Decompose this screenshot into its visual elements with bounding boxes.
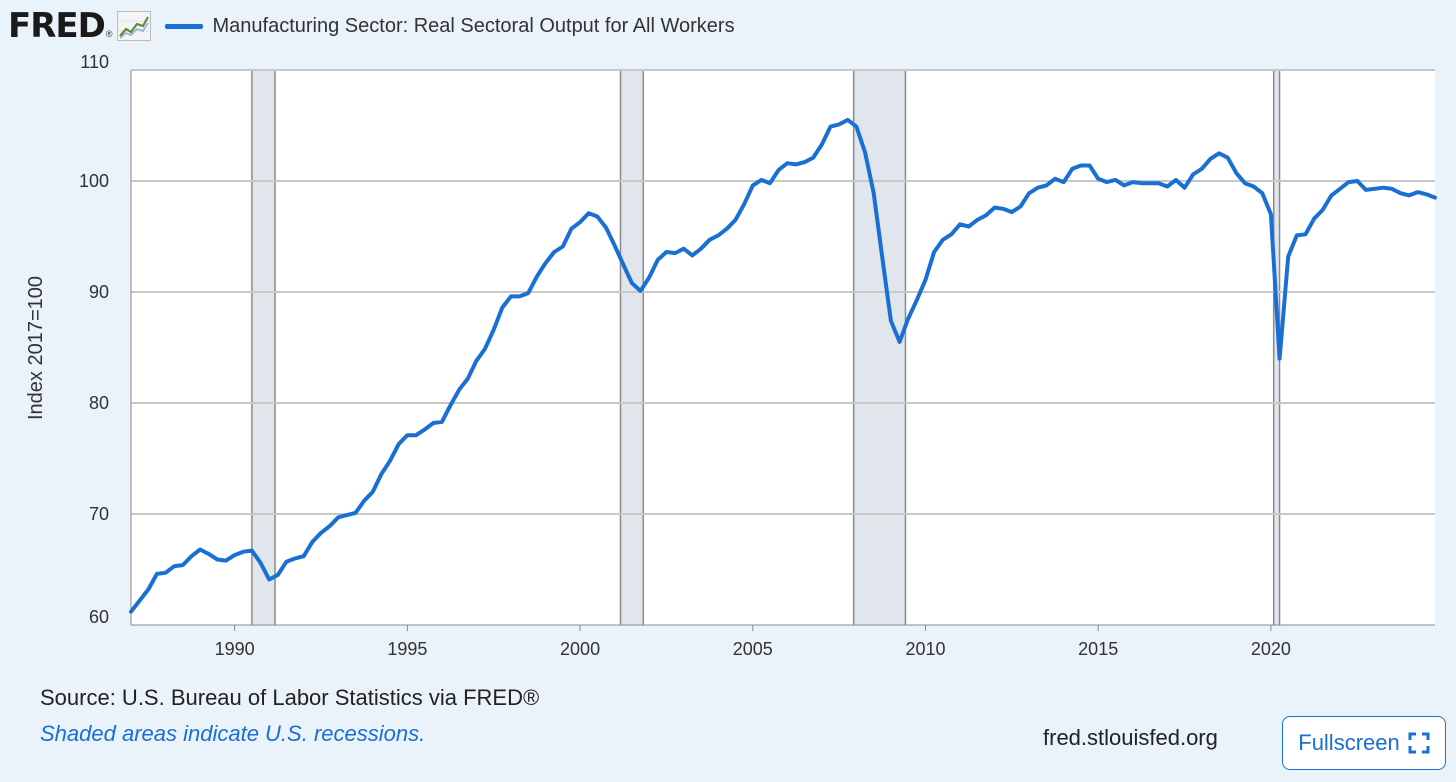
y-tick-label-100: 100	[79, 171, 109, 191]
recession-note: Shaded areas indicate U.S. recessions.	[40, 721, 426, 746]
y-tick-label-80: 80	[89, 393, 109, 413]
chart-header: FRED ® Manufacturing Sector: Real Sector…	[8, 6, 735, 46]
logo-registered-mark: ®	[105, 29, 113, 39]
y-tick-label-70: 70	[89, 504, 109, 524]
recession-band-1	[620, 70, 644, 625]
recession-band-3	[1273, 70, 1280, 625]
y-tick-label-90: 90	[89, 282, 109, 302]
plot-background	[131, 70, 1435, 625]
y-tick-labels: 60 70 80 90 100 110	[79, 52, 109, 627]
fullscreen-label: Fullscreen	[1298, 730, 1400, 755]
x-tick-labels: 1990 1995 2000 2005 2010 2015 2020	[215, 625, 1291, 659]
legend: Manufacturing Sector: Real Sectoral Outp…	[164, 14, 735, 38]
series-line-0	[129, 117, 1437, 614]
recession-bands	[251, 70, 1281, 625]
legend-label: Manufacturing Sector: Real Sectoral Outp…	[212, 14, 735, 37]
legend-swatch	[164, 23, 203, 29]
y-axis-label: Index 2017=100	[25, 276, 47, 420]
fullscreen-button[interactable]: Fullscreen	[1282, 716, 1446, 770]
x-tick-label-2010: 2010	[905, 639, 945, 659]
recession-band-2	[853, 70, 906, 625]
x-tick-label-2015: 2015	[1078, 639, 1118, 659]
x-tick-label-2020: 2020	[1251, 639, 1291, 659]
y-tick-label-110: 110	[80, 52, 109, 72]
x-tick-label-2005: 2005	[733, 639, 773, 659]
y-tick-label-60: 60	[89, 607, 109, 627]
recession-band-0	[251, 70, 276, 625]
fred-url[interactable]: fred.stlouisfed.org	[1043, 725, 1218, 750]
x-tick-label-2000: 2000	[560, 639, 600, 659]
logo-text: FRED	[8, 6, 106, 46]
line-chart-icon	[116, 11, 151, 41]
source-note: Source: U.S. Bureau of Labor Statistics …	[40, 685, 540, 710]
x-tick-label-1990: 1990	[215, 639, 255, 659]
fred-logo[interactable]: FRED ®	[8, 9, 151, 43]
series-layer	[129, 117, 1437, 614]
expand-icon	[1408, 732, 1430, 754]
x-tick-label-1995: 1995	[387, 639, 427, 659]
